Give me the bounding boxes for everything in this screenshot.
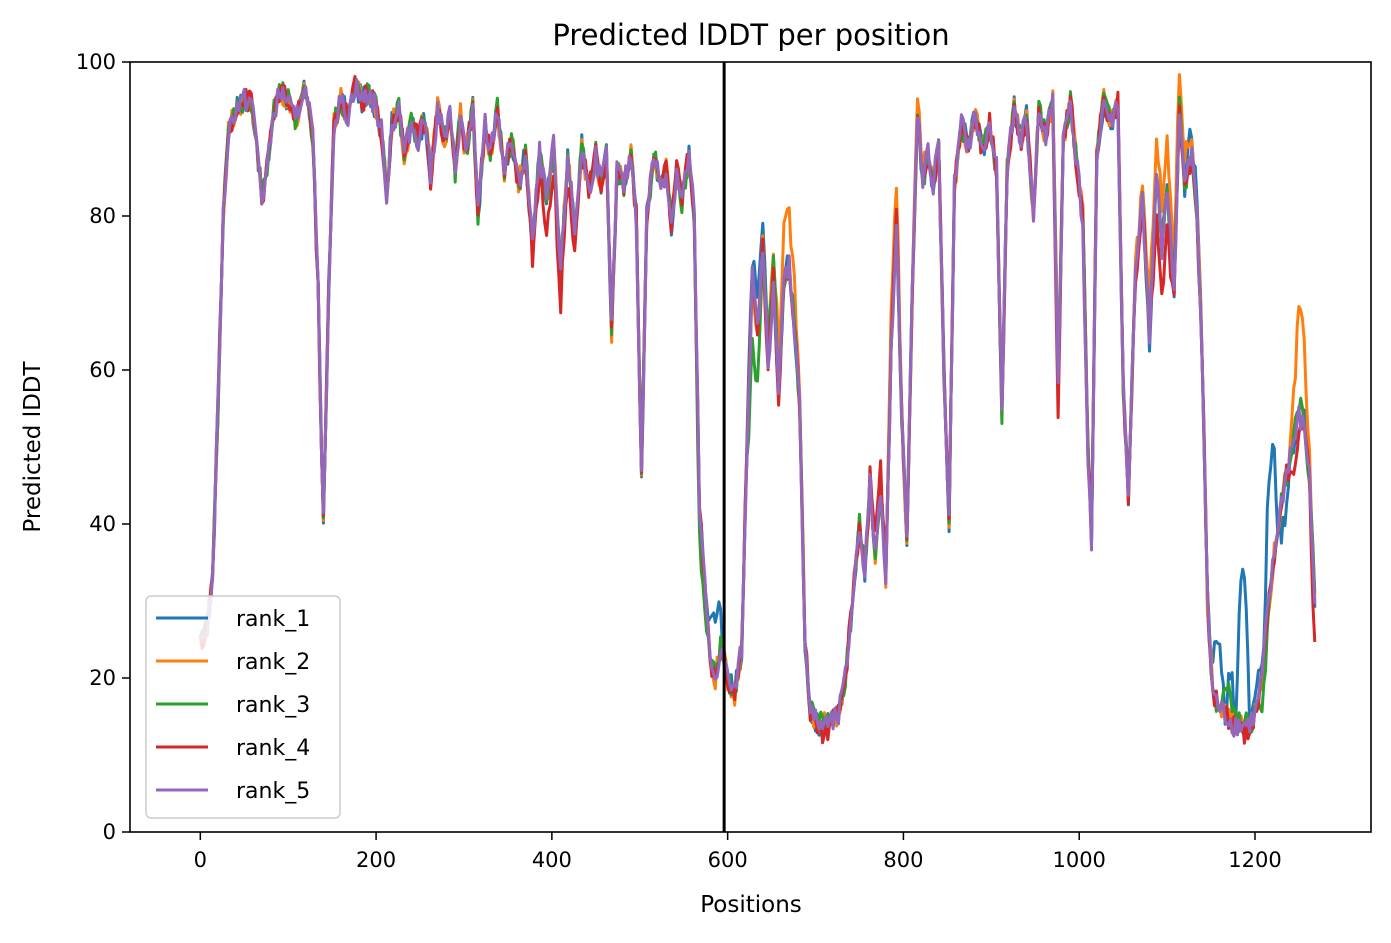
legend-box xyxy=(145,595,341,819)
x-tick-label: 200 xyxy=(356,848,396,872)
y-tick-label: 20 xyxy=(89,666,116,690)
series-line-rank_4 xyxy=(198,75,1317,745)
series-line-rank_1 xyxy=(198,79,1317,737)
legend-label-rank_5: rank_5 xyxy=(236,779,310,804)
legend-label-rank_3: rank_3 xyxy=(236,693,310,718)
legend-label-rank_1: rank_1 xyxy=(236,607,310,632)
series-line-rank_2 xyxy=(198,73,1317,738)
y-tick-label: 80 xyxy=(89,204,116,228)
y-tick-label: 0 xyxy=(103,820,116,844)
x-tick-label: 1000 xyxy=(1052,848,1105,872)
series-line-rank_3 xyxy=(199,79,1317,737)
legend: rank_1 rank_2 rank_3 rank_4 rank_5 xyxy=(145,595,341,819)
y-axis-label: Predicted lDDT xyxy=(20,360,46,532)
chart-title: Predicted lDDT per position xyxy=(552,18,949,52)
plot-frame xyxy=(129,61,1372,833)
x-tick-label: 400 xyxy=(532,848,572,872)
x-axis-label: Positions xyxy=(700,892,802,918)
y-tick-label: 40 xyxy=(89,512,116,536)
y-tick-label: 60 xyxy=(89,358,116,382)
x-tick-label: 600 xyxy=(708,848,748,872)
x-tick-label: 0 xyxy=(194,848,207,872)
x-tick-label: 1200 xyxy=(1228,848,1281,872)
legend-label-rank_2: rank_2 xyxy=(236,650,310,675)
series-layer xyxy=(198,73,1317,745)
y-axis: 0 20 40 60 80 100 xyxy=(76,50,130,844)
x-axis: 0 200 400 600 800 1000 1200 xyxy=(194,832,1282,872)
y-tick-label: 100 xyxy=(76,50,116,74)
legend-label-rank_4: rank_4 xyxy=(236,736,310,761)
series-line-rank_5 xyxy=(198,78,1317,738)
x-tick-label: 800 xyxy=(883,848,923,872)
